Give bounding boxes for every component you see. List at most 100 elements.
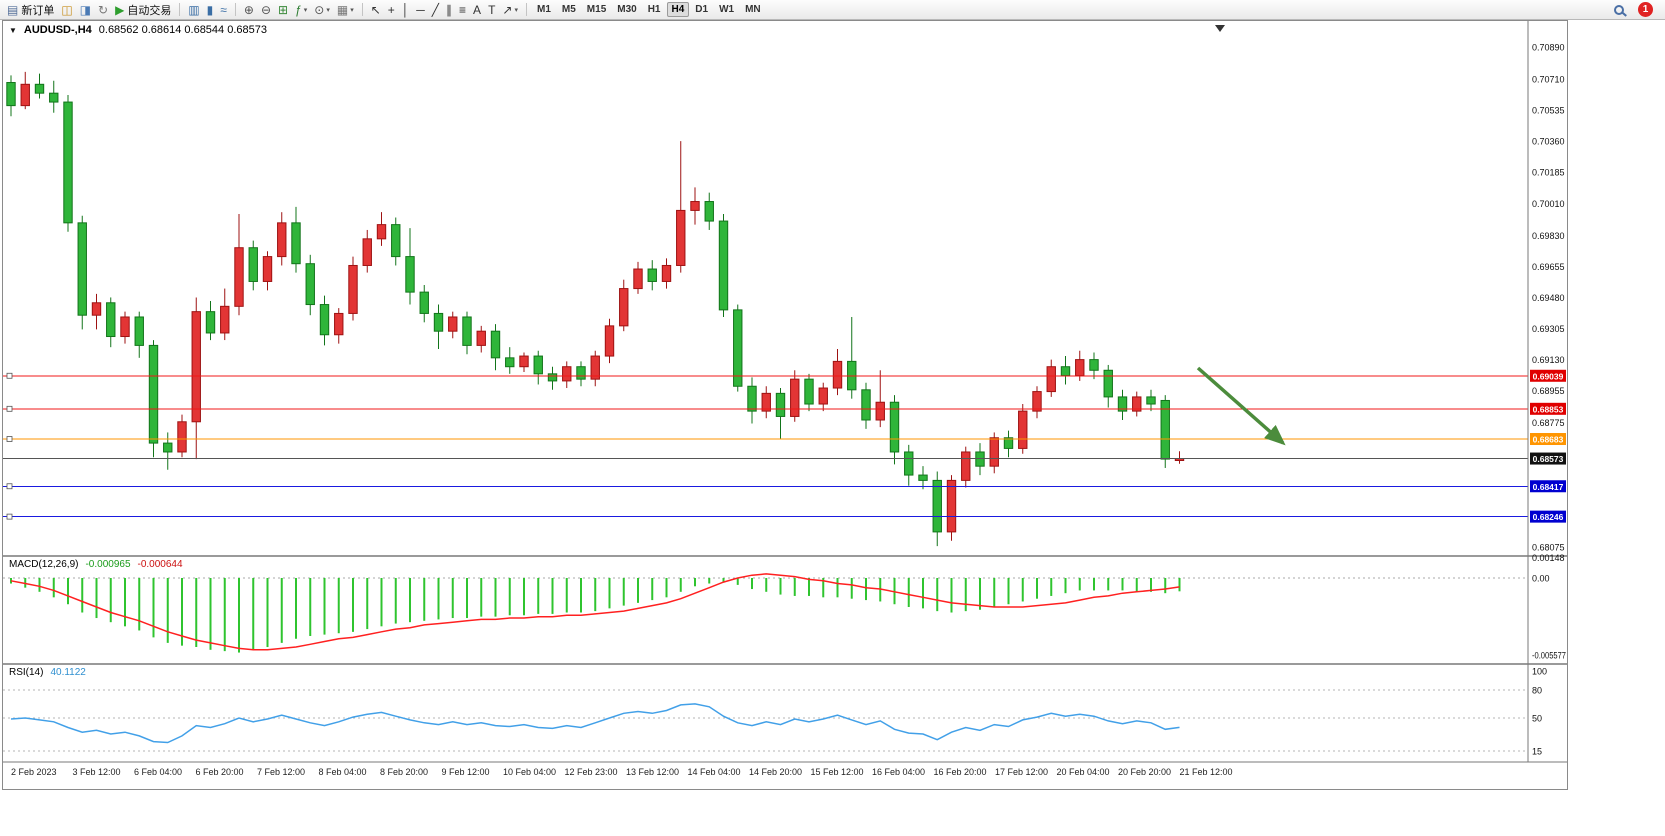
- svg-text:21 Feb 12:00: 21 Feb 12:00: [1180, 767, 1233, 777]
- timeframe-m15[interactable]: M15: [586, 4, 607, 15]
- label-icon[interactable]: T: [485, 1, 498, 18]
- cursor-icon[interactable]: ↖: [368, 1, 384, 18]
- timeframe-m1[interactable]: M1: [536, 4, 551, 15]
- timeframe-d1[interactable]: D1: [695, 4, 709, 15]
- svg-text:0.68075: 0.68075: [1532, 543, 1565, 553]
- svg-text:0.69480: 0.69480: [1532, 293, 1565, 303]
- horizontal-line-icon: ─: [416, 2, 425, 17]
- label-icon: T: [488, 2, 496, 17]
- svg-text:6 Feb 20:00: 6 Feb 20:00: [196, 767, 244, 777]
- dropdown-arrow-icon: ▾: [303, 6, 308, 14]
- chart-canvas[interactable]: 0.70890 0.70710 0.70535 0.70360 0.70185 0.700…: [3, 21, 1567, 789]
- dropdown-arrow-icon: ▾: [514, 6, 518, 14]
- trendline-icon: ╱: [431, 2, 440, 17]
- svg-text:12 Feb 23:00: 12 Feb 23:00: [565, 767, 618, 777]
- horizontal-line-icon[interactable]: ─: [413, 1, 428, 18]
- zoom-in-icon: ⊕: [243, 2, 254, 17]
- tile-windows-icon: ⊞: [278, 2, 289, 17]
- svg-text:0.00148: 0.00148: [1532, 553, 1565, 563]
- arrows-icon[interactable]: ↗ ▾: [499, 1, 521, 18]
- svg-text:0.70010: 0.70010: [1532, 199, 1565, 209]
- zoom-in-icon[interactable]: ⊕: [241, 1, 257, 18]
- new-order-button-label: 新订单: [21, 4, 55, 17]
- new-order-button[interactable]: ▤ 新订单: [4, 1, 57, 18]
- candlestick-chart-icon[interactable]: ▮: [204, 1, 217, 18]
- periods-icon[interactable]: ⊙ ▾: [311, 1, 333, 18]
- line-chart-icon[interactable]: ≈: [217, 1, 230, 18]
- svg-text:0.70710: 0.70710: [1532, 74, 1565, 84]
- charts-icon[interactable]: ◫: [58, 1, 75, 18]
- macd-value: -0.000965: [85, 559, 131, 570]
- timeframe-mn[interactable]: MN: [745, 4, 761, 15]
- bar-chart-icon[interactable]: ▥: [185, 1, 202, 18]
- cursor-icon: ↖: [370, 2, 381, 17]
- autotrading-button-label: 自动交易: [127, 4, 172, 17]
- vertical-line-icon[interactable]: │: [399, 1, 413, 18]
- channel-icon[interactable]: ∥: [443, 1, 455, 18]
- indicators-icon[interactable]: ƒ ▾: [292, 1, 310, 18]
- svg-text:0.69039: 0.69039: [1533, 371, 1564, 381]
- templates-icon[interactable]: ▦ ▾: [334, 1, 357, 18]
- fibonacci-icon: ≡: [459, 2, 467, 17]
- svg-text:0.68955: 0.68955: [1532, 386, 1565, 396]
- autotrading-button[interactable]: ▶ 自动交易: [112, 1, 174, 18]
- chart-symbol-period: AUDUSD-,H4: [23, 24, 92, 36]
- svg-text:0.70890: 0.70890: [1532, 43, 1565, 53]
- timeframe-w1[interactable]: W1: [719, 4, 735, 15]
- svg-text:0.68417: 0.68417: [1533, 482, 1564, 492]
- profiles-icon[interactable]: ◨: [77, 1, 94, 18]
- profiles-icon: ◨: [79, 2, 92, 17]
- svg-text:80: 80: [1532, 685, 1542, 695]
- svg-text:0.00: 0.00: [1532, 574, 1550, 584]
- tile-windows-icon[interactable]: ⊞: [275, 1, 291, 18]
- text-icon[interactable]: A: [470, 1, 484, 18]
- dropdown-arrow-icon: ▾: [350, 6, 354, 14]
- line-chart-icon: ≈: [220, 2, 227, 17]
- templates-icon: ▦: [336, 2, 349, 17]
- arrows-icon: ↗: [502, 2, 513, 17]
- zoom-out-icon: ⊖: [260, 2, 271, 17]
- svg-text:13 Feb 12:00: 13 Feb 12:00: [626, 767, 679, 777]
- text-icon: A: [473, 2, 482, 17]
- toolbar-items: ▤ 新订单 ◫ ◨ ↻ ▶ 自动交易 ▥ ▮ ≈ ⊕ ⊖ ⊞ ƒ ▾ ⊙ ▾ ▦ ▾ ↖ + │ ─ ╱ ∥ ≡ A T ↗ ▾ M1 M5 M…: [4, 1, 766, 18]
- trendline-icon[interactable]: ╱: [429, 1, 442, 18]
- svg-text:8 Feb 20:00: 8 Feb 20:00: [380, 767, 428, 777]
- svg-text:100: 100: [1532, 667, 1547, 677]
- timeframe-m5[interactable]: M5: [561, 4, 576, 15]
- toolbar-separator: [234, 3, 236, 16]
- toolbar-separator: [179, 3, 181, 16]
- indicators-icon: ƒ: [295, 2, 302, 17]
- svg-text:2 Feb 2023: 2 Feb 2023: [11, 767, 57, 777]
- notification-badge[interactable]: 1: [1638, 2, 1653, 17]
- new-order-icon: ▤: [7, 2, 19, 17]
- timeframe-m30[interactable]: M30: [617, 4, 637, 15]
- crosshair-icon[interactable]: +: [385, 1, 398, 18]
- refresh-icon[interactable]: ↻: [95, 1, 111, 18]
- chart-ohlc: 0.68562 0.68614 0.68544 0.68573: [98, 24, 267, 36]
- chart-window: 0.70890 0.70710 0.70535 0.70360 0.70185 0.700…: [2, 20, 1568, 790]
- rsi-header: RSI(14) 40.1122: [9, 667, 86, 678]
- fibonacci-icon[interactable]: ≡: [456, 1, 469, 18]
- svg-text:0.68683: 0.68683: [1533, 435, 1564, 445]
- symbol-dropdown-icon[interactable]: ▼: [9, 25, 17, 35]
- svg-text:10 Feb 04:00: 10 Feb 04:00: [503, 767, 556, 777]
- zoom-out-icon[interactable]: ⊖: [258, 1, 274, 18]
- svg-text:16 Feb 04:00: 16 Feb 04:00: [872, 767, 925, 777]
- macd-name: MACD(12,26,9): [9, 559, 79, 570]
- svg-text:20 Feb 04:00: 20 Feb 04:00: [1057, 767, 1110, 777]
- rsi-name: RSI(14): [9, 667, 44, 678]
- svg-text:0.68853: 0.68853: [1533, 404, 1564, 414]
- crosshair-icon: +: [387, 2, 395, 17]
- svg-text:0.70360: 0.70360: [1532, 137, 1565, 147]
- macd-signal-value: -0.000644: [137, 559, 183, 570]
- svg-text:0.69830: 0.69830: [1532, 231, 1565, 241]
- svg-text:0.70535: 0.70535: [1532, 106, 1565, 116]
- charts-icon: ◫: [61, 2, 73, 17]
- timeframe-h1[interactable]: H1: [647, 4, 661, 15]
- svg-text:0.68775: 0.68775: [1532, 418, 1565, 428]
- svg-text:0.70185: 0.70185: [1532, 168, 1565, 178]
- svg-text:16 Feb 20:00: 16 Feb 20:00: [934, 767, 987, 777]
- search-icon[interactable]: [1614, 4, 1624, 15]
- timeframe-h4[interactable]: H4: [666, 2, 690, 17]
